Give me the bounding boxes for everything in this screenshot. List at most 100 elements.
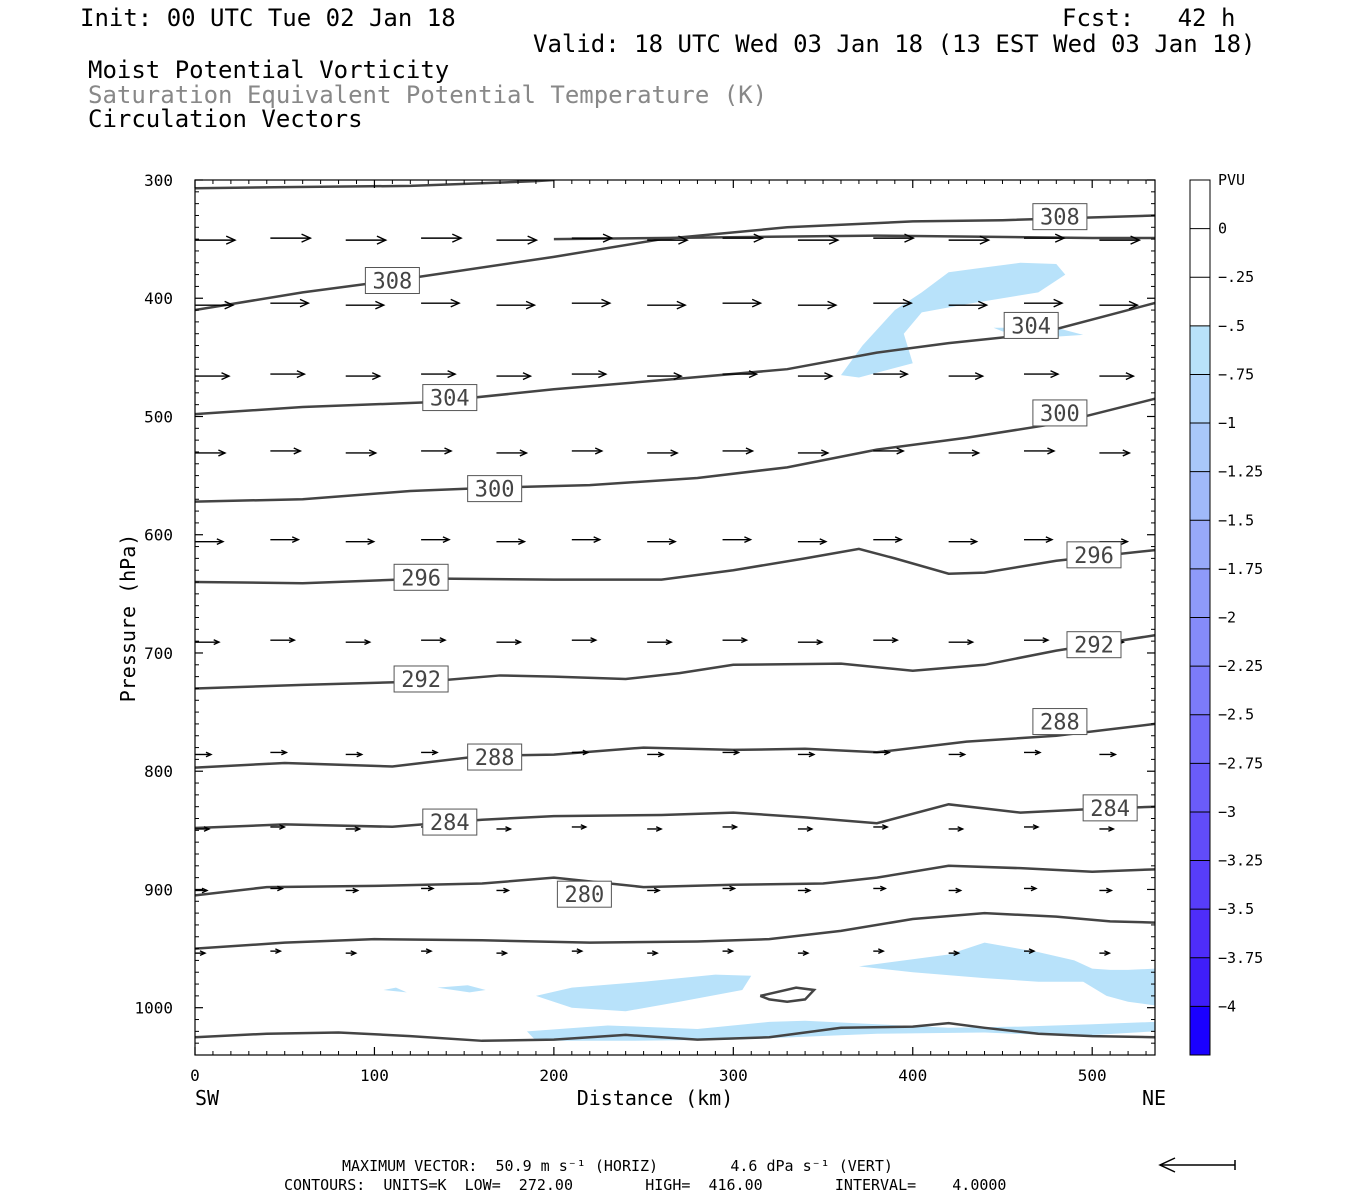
- circulation-vector-head: [668, 538, 677, 546]
- contour-label-box: [467, 475, 523, 503]
- theta-contour-unlabeled-10: [195, 911, 1155, 950]
- contour-label-284: 284: [1090, 797, 1130, 822]
- vector-group: [195, 233, 1142, 957]
- circulation-vector-head: [974, 372, 985, 381]
- circulation-vector-head: [979, 235, 991, 245]
- colorbar-label-4: −1: [1218, 414, 1236, 432]
- y-tick-label-300: 300: [144, 171, 173, 190]
- colorbar-label-11: −2.75: [1218, 754, 1263, 772]
- circulation-vector-head: [221, 372, 231, 381]
- circulation-vector-head: [877, 948, 885, 955]
- contour-label-box: [1032, 203, 1088, 231]
- circulation-vector-head: [899, 370, 909, 379]
- contour-label-292: 292: [1074, 634, 1114, 659]
- forecast-hour: Fcst: 42 h: [1062, 4, 1236, 32]
- contour-group: [195, 180, 1155, 1043]
- circulation-vector-head: [1045, 536, 1054, 544]
- circulation-vector-head: [967, 639, 975, 646]
- circulation-vector-head: [751, 298, 763, 308]
- circulation-vector-head: [953, 950, 961, 957]
- circulation-vector-head: [733, 749, 741, 756]
- circulation-vector-head: [427, 885, 435, 892]
- circulation-vector-head: [275, 948, 283, 955]
- pv-shading-6: [437, 985, 486, 993]
- field-title-pv: Moist Potential Vorticity: [88, 56, 450, 84]
- circulation-vector-head: [879, 885, 887, 892]
- colorbar-swatch-top: [1190, 180, 1210, 229]
- circulation-vector-head: [288, 637, 297, 644]
- contour-label-box: [467, 743, 523, 771]
- circulation-vector-head: [1128, 300, 1140, 310]
- circulation-vector-head: [514, 639, 523, 646]
- circulation-vector-head: [1110, 751, 1118, 758]
- circulation-vector-head: [891, 637, 899, 644]
- circulation-vector-head: [225, 235, 237, 245]
- contour-label-296: 296: [1074, 544, 1114, 569]
- circulation-vector-head: [296, 370, 307, 379]
- pv-shading-4: [858, 942, 1155, 1006]
- contour-label-284: 284: [430, 811, 470, 836]
- contour-label-296: 296: [401, 566, 441, 591]
- circulation-vector-head: [301, 233, 313, 243]
- circulation-vector-head: [883, 749, 891, 756]
- circulation-vector-head: [665, 639, 673, 646]
- circulation-vector-head: [598, 370, 608, 379]
- colorbar-label-2: −.5: [1218, 317, 1245, 335]
- colorbar-label-12: −3: [1218, 803, 1236, 821]
- y-tick-label-700: 700: [144, 644, 173, 663]
- circulation-vector-head: [970, 538, 979, 546]
- circulation-vector-head: [1028, 948, 1036, 955]
- colorbar-label-3: −.75: [1218, 365, 1254, 383]
- circulation-vector-head: [1032, 824, 1040, 830]
- circulation-vector-head: [364, 639, 372, 646]
- circulation-vector-head: [1104, 950, 1112, 957]
- circulation-vector-head: [881, 824, 889, 830]
- colorbar-title: PVU: [1218, 171, 1245, 189]
- contour-label-box: [422, 384, 478, 412]
- colorbar-label-6: −1.5: [1218, 511, 1254, 529]
- circulation-vector-head: [745, 447, 755, 455]
- circulation-vector-head: [959, 751, 967, 758]
- contour-label-308: 308: [373, 270, 413, 295]
- circulation-vector-head: [740, 637, 749, 644]
- colorbar-swatch-13: [1190, 860, 1210, 910]
- colorbar-swatch-3: [1190, 374, 1210, 424]
- colorbar-label-13: −3.25: [1218, 852, 1263, 870]
- circulation-vector-head: [896, 447, 905, 455]
- contour-label-box: [1032, 399, 1088, 427]
- circulation-vector-head: [447, 370, 457, 379]
- circulation-vector-head: [904, 233, 915, 243]
- circulation-vector-head: [828, 235, 840, 245]
- circulation-vector-head: [902, 298, 913, 308]
- circulation-vector-head: [201, 887, 209, 894]
- x-axis-label: Distance (km): [577, 1086, 734, 1110]
- init-time: Init: 00 UTC Tue 02 Jan 18: [80, 4, 456, 32]
- ne-label: NE: [1142, 1086, 1166, 1110]
- pv-shading-3: [526, 1020, 1155, 1041]
- circulation-vector-head: [281, 749, 289, 756]
- contour-label-292: 292: [401, 668, 441, 693]
- circulation-vector-head: [582, 749, 590, 756]
- contour-label-box: [364, 267, 420, 295]
- circulation-vector-head: [213, 639, 221, 646]
- theta-contour-300: [195, 397, 1155, 503]
- circulation-vector-head: [827, 300, 838, 310]
- colorbar-swatch-10: [1190, 714, 1210, 764]
- circulation-vector-head: [367, 538, 376, 546]
- colorbar-label-14: −3.5: [1218, 900, 1254, 918]
- circulation-vector-head: [354, 826, 362, 832]
- colorbar-label-5: −1.25: [1218, 463, 1263, 481]
- colorbar-swatch-5: [1190, 471, 1210, 521]
- circulation-vector-head: [651, 950, 659, 957]
- circulation-vector-head: [199, 950, 207, 957]
- contour-label-304: 304: [430, 387, 470, 412]
- circulation-vector-head: [1042, 637, 1050, 644]
- circulation-vector-head: [806, 826, 814, 832]
- colorbar-swatch-12: [1190, 811, 1210, 861]
- circulation-vector-head: [505, 826, 513, 832]
- contour-label-box: [1003, 311, 1059, 339]
- circulation-vector-head: [594, 447, 604, 455]
- contour-label-300: 300: [475, 478, 515, 503]
- colorbar-swatch-9: [1190, 666, 1210, 715]
- circulation-vector-head: [580, 824, 588, 830]
